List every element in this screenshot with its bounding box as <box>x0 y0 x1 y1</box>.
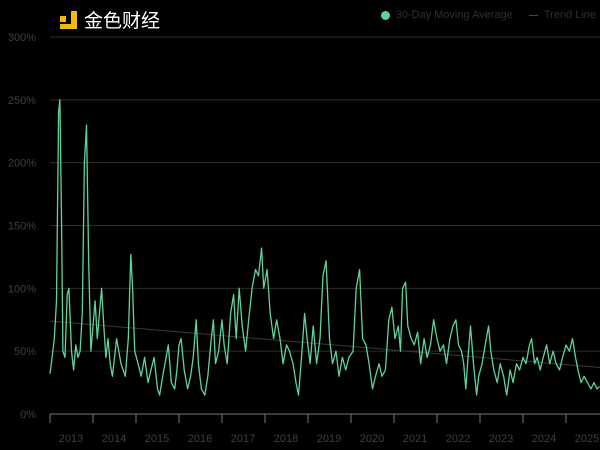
trend-line <box>49 320 600 368</box>
x-tick-label: 2023 <box>489 433 513 445</box>
legend: 30-Day Moving Average Trend Line <box>380 9 596 21</box>
y-tick-label: 250% <box>8 95 36 107</box>
y-tick-label: 0% <box>20 409 36 421</box>
y-tick-label: 100% <box>8 283 36 295</box>
x-tick-label: 2014 <box>102 433 126 445</box>
y-tick-label: 50% <box>14 346 36 358</box>
x-tick-label: 2018 <box>274 433 298 445</box>
series-layer <box>49 99 600 396</box>
y-tick-label: 150% <box>8 221 36 233</box>
x-axis: 2013 2014 2015 2016 2017 2018 2019 2020 2021 2022… <box>49 413 600 445</box>
x-tick-label: 2024 <box>532 433 556 445</box>
x-tick-label: 2016 <box>188 433 212 445</box>
watermark-logo: 金色财经 <box>60 6 160 33</box>
legend-trend-line-swatch <box>528 14 538 16</box>
legend-trend-line-label: Trend Line <box>543 9 596 21</box>
x-tick-label: 2020 <box>360 433 384 445</box>
logo-mark-icon <box>60 10 78 29</box>
y-tick-label: 200% <box>8 158 36 170</box>
legend-moving-average-swatch <box>380 10 390 20</box>
x-tick-label: 2015 <box>145 433 169 445</box>
y-tick-label: 300% <box>8 32 36 44</box>
legend-moving-average-label: 30-Day Moving Average <box>395 9 513 21</box>
x-tick-label: 2019 <box>317 433 341 445</box>
x-tick-label: 2017 <box>231 433 255 445</box>
y-axis-ticks: 0% 50% 100% 150% 200% 250% 300% <box>8 32 36 421</box>
x-tick-label: 2013 <box>59 433 83 445</box>
watermark-text: 金色财经 <box>84 10 161 32</box>
x-tick-label: 2022 <box>446 433 470 445</box>
moving-average-line <box>49 99 600 396</box>
x-tick-label: 2021 <box>403 433 427 445</box>
gridlines <box>50 36 600 352</box>
x-tick-label: 2025 <box>575 433 599 445</box>
